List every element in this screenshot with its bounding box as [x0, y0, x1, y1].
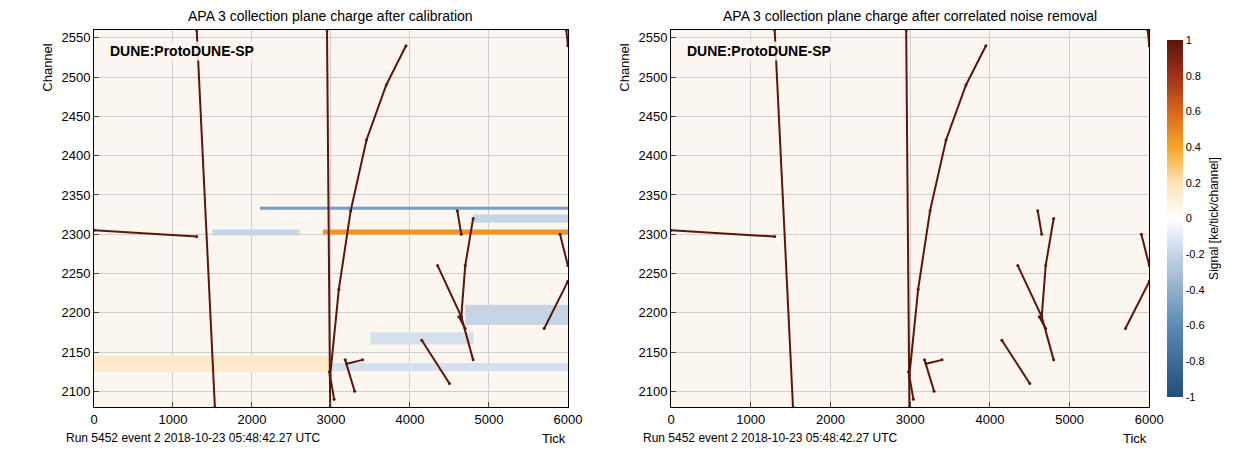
svg-text:-0.6: -0.6 — [1186, 319, 1205, 331]
svg-text:2350: 2350 — [61, 187, 90, 202]
svg-text:2200: 2200 — [61, 305, 90, 320]
svg-text:0.2: 0.2 — [1186, 177, 1201, 189]
svg-text:-0.8: -0.8 — [1186, 355, 1205, 367]
svg-text:2100: 2100 — [61, 384, 90, 399]
svg-text:1000: 1000 — [159, 412, 188, 427]
svg-text:-1: -1 — [1186, 391, 1196, 403]
svg-text:0: 0 — [90, 412, 97, 427]
svg-text:2300: 2300 — [639, 227, 668, 242]
svg-text:3000: 3000 — [316, 412, 345, 427]
svg-text:2000: 2000 — [238, 412, 267, 427]
svg-text:Channel: Channel — [617, 43, 632, 92]
svg-text:2150: 2150 — [61, 345, 90, 360]
svg-text:2500: 2500 — [61, 70, 90, 85]
svg-text:3000: 3000 — [896, 412, 925, 427]
svg-text:6000: 6000 — [1135, 412, 1164, 427]
svg-text:4000: 4000 — [975, 412, 1004, 427]
svg-text:2400: 2400 — [639, 148, 668, 163]
svg-text:2100: 2100 — [639, 384, 668, 399]
svg-text:Run 5452 event 2 2018-10-23 05: Run 5452 event 2 2018-10-23 05:48:42.27 … — [643, 431, 898, 445]
svg-text:Channel: Channel — [40, 43, 55, 92]
svg-text:2000: 2000 — [816, 412, 845, 427]
svg-text:2350: 2350 — [639, 187, 668, 202]
svg-text:Run 5452 event 2 2018-10-23 05: Run 5452 event 2 2018-10-23 05:48:42.27 … — [66, 431, 321, 445]
svg-text:-0.4: -0.4 — [1186, 284, 1205, 296]
svg-text:4000: 4000 — [395, 412, 424, 427]
svg-text:5000: 5000 — [1055, 412, 1084, 427]
svg-text:2250: 2250 — [61, 266, 90, 281]
svg-text:0.8: 0.8 — [1186, 70, 1201, 82]
svg-text:Tick: Tick — [1123, 431, 1147, 446]
svg-text:0.4: 0.4 — [1186, 141, 1201, 153]
svg-text:0.6: 0.6 — [1186, 105, 1201, 117]
svg-text:APA 3 collection plane charge: APA 3 collection plane charge after corr… — [723, 8, 1097, 24]
svg-text:-0.2: -0.2 — [1186, 248, 1205, 260]
svg-text:1: 1 — [1186, 34, 1192, 46]
svg-text:2300: 2300 — [61, 227, 90, 242]
svg-text:2500: 2500 — [639, 70, 668, 85]
svg-text:0: 0 — [1186, 212, 1192, 224]
svg-text:2450: 2450 — [639, 109, 668, 124]
svg-text:2200: 2200 — [639, 305, 668, 320]
svg-text:Signal [ke/tick/channel]: Signal [ke/tick/channel] — [1207, 157, 1221, 280]
svg-text:APA 3 collection plane charge: APA 3 collection plane charge after cali… — [188, 8, 473, 24]
svg-text:0: 0 — [667, 412, 674, 427]
svg-text:5000: 5000 — [474, 412, 503, 427]
svg-text:2450: 2450 — [61, 109, 90, 124]
svg-text:2400: 2400 — [61, 148, 90, 163]
svg-text:Tick: Tick — [542, 431, 566, 446]
svg-text:2550: 2550 — [61, 30, 90, 45]
svg-text:2550: 2550 — [639, 30, 668, 45]
svg-text:DUNE:ProtoDUNE-SP: DUNE:ProtoDUNE-SP — [687, 43, 831, 59]
svg-text:6000: 6000 — [553, 412, 582, 427]
svg-text:DUNE:ProtoDUNE-SP: DUNE:ProtoDUNE-SP — [110, 43, 254, 59]
svg-text:1000: 1000 — [736, 412, 765, 427]
svg-text:2250: 2250 — [639, 266, 668, 281]
svg-text:2150: 2150 — [639, 345, 668, 360]
